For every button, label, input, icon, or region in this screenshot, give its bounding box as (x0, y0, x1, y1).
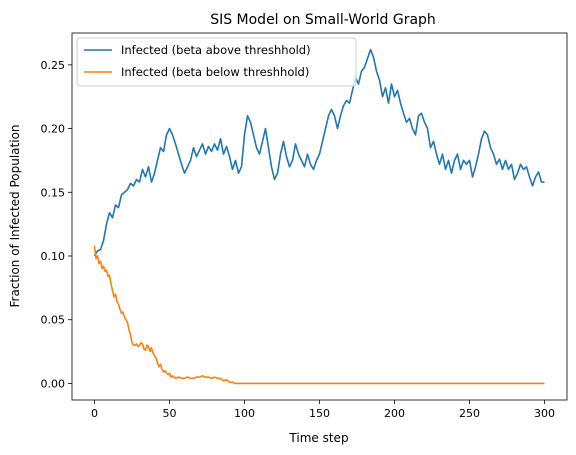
x-tick-label: 50 (163, 407, 177, 420)
y-tick-label: 0.05 (41, 314, 66, 327)
legend-label-beta-above: Infected (beta above threshhold) (121, 43, 311, 57)
y-axis: 0.00 0.05 0.10 0.15 0.20 0.25 (41, 59, 72, 390)
legend-box (76, 37, 357, 87)
x-axis: 0 50 100 150 200 250 300 (91, 400, 555, 420)
x-tick-label: 0 (91, 407, 98, 420)
x-tick-label: 150 (309, 407, 330, 420)
chart-title: SIS Model on Small-World Graph (210, 12, 436, 28)
plot-lines (93, 48, 545, 385)
legend: Infected (beta above threshhold) Infecte… (76, 37, 357, 87)
x-tick-label: 250 (459, 407, 480, 420)
legend-label-beta-below: Infected (beta below threshhold) (121, 65, 309, 79)
y-tick-label: 0.15 (41, 186, 66, 199)
x-tick-label: 100 (234, 407, 255, 420)
series-line-0 (93, 48, 545, 257)
x-axis-label: Time step (288, 431, 348, 445)
series-line-1 (93, 245, 545, 385)
x-tick-label: 200 (384, 407, 405, 420)
y-tick-label: 0.25 (41, 59, 66, 72)
y-tick-label: 0.20 (41, 123, 66, 136)
y-tick-label: 0.00 (41, 377, 66, 390)
y-tick-label: 0.10 (41, 250, 66, 263)
x-tick-label: 300 (534, 407, 555, 420)
y-axis-label: Fraction of Infected Population (8, 124, 22, 307)
